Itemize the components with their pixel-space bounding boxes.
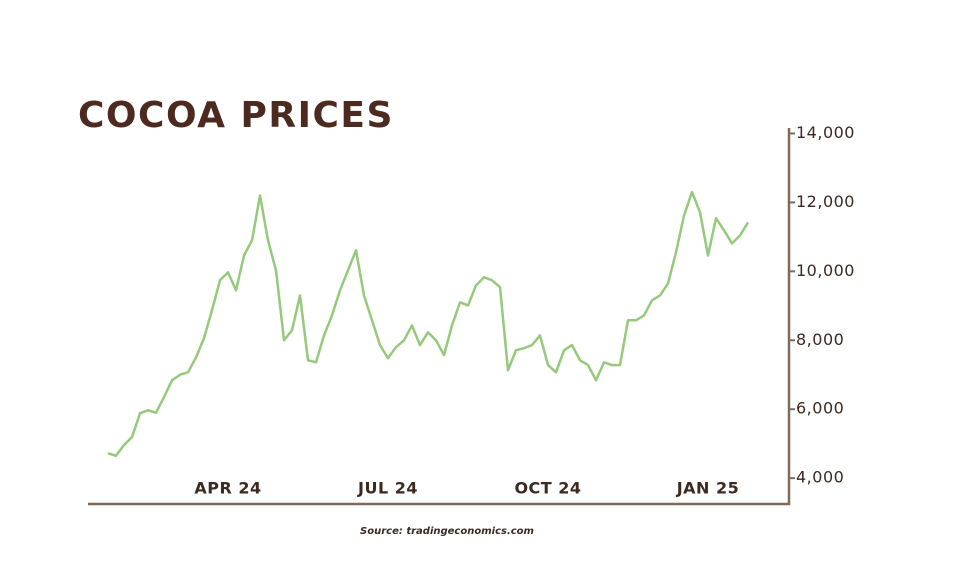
y-tick-label: 14,000 [796,123,855,142]
chart-title: COCOA PRICES [78,95,394,136]
x-tick-label: JAN 25 [676,479,740,498]
x-tick-label: OCT 24 [514,479,581,498]
x-tick-label: APR 24 [194,479,261,498]
y-tick-label: 12,000 [796,192,855,211]
y-tick-label: 6,000 [796,399,844,418]
y-tick-label: 4,000 [796,468,844,487]
source-note: Source: tradingeconomics.com [360,526,534,537]
y-tick-label: 8,000 [796,330,844,349]
y-tick-label: 10,000 [796,261,855,280]
price-line [107,190,750,457]
x-tick-label: JUL 24 [357,479,418,498]
